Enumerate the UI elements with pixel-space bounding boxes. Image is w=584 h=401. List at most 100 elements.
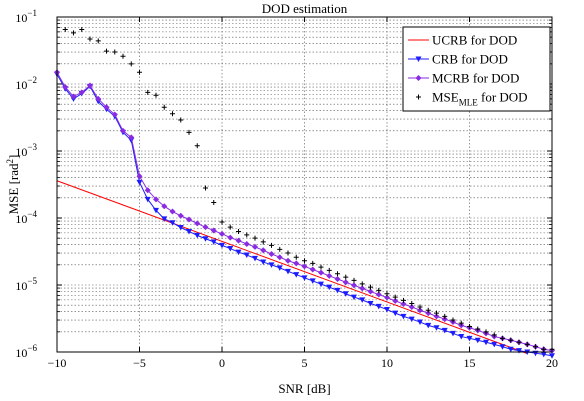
legend-marker (415, 75, 422, 81)
data-point (392, 297, 399, 304)
data-point (343, 274, 349, 280)
data-point (326, 284, 333, 291)
data-point (359, 285, 366, 292)
data-point (499, 344, 506, 350)
data-point (268, 251, 275, 258)
data-point (425, 322, 432, 329)
data-point (367, 288, 374, 295)
data-point (408, 316, 415, 323)
data-point (170, 111, 175, 117)
data-point (227, 224, 233, 230)
data-point (433, 325, 440, 331)
data-point (309, 278, 316, 284)
data-point (128, 134, 135, 141)
data-point (351, 282, 357, 289)
legend-item: UCRB for DOD (408, 33, 517, 48)
data-point (277, 246, 283, 252)
y-tick-label: 10−5 (15, 276, 37, 293)
data-point (376, 287, 382, 293)
data-point (276, 265, 283, 271)
data-point (111, 111, 118, 118)
data-point (227, 234, 234, 241)
data-point (491, 341, 498, 348)
data-point (144, 196, 151, 203)
data-point (474, 337, 481, 344)
data-point (516, 348, 522, 354)
data-point (276, 254, 283, 261)
data-point (219, 219, 225, 225)
data-point (194, 232, 201, 239)
legend: UCRB for DOD CRB for DOD MCRB for DOD MSEML… (402, 26, 551, 112)
data-point (326, 267, 332, 273)
data-point (95, 38, 101, 44)
data-point (375, 291, 382, 298)
data-point (359, 297, 366, 303)
data-point (483, 339, 489, 346)
data-point (112, 49, 118, 55)
data-point (268, 262, 275, 268)
data-point (186, 228, 192, 235)
data-point (310, 260, 316, 266)
data-point (285, 257, 291, 264)
data-point (450, 330, 456, 337)
data-point (153, 92, 159, 98)
data-point (203, 185, 208, 191)
y-axis-label: MSE [rad2] (5, 155, 21, 215)
data-point (441, 316, 448, 323)
data-point (400, 301, 407, 308)
x-tick-label: −5 (133, 356, 146, 370)
data-point (540, 351, 547, 358)
axis-ticks: −10 −5 0 5 10 15 20 10−6 10−5 10−4 10−3 10−2 10−1 (15, 8, 558, 370)
legend-label: CRB for DOD (432, 52, 508, 67)
data-point (161, 203, 168, 210)
data-point (293, 254, 299, 260)
data-point (186, 216, 192, 223)
data-point (236, 228, 241, 234)
data-point (318, 264, 324, 270)
legend-box (402, 26, 551, 112)
x-tick-label: −10 (48, 356, 67, 370)
data-point (442, 313, 448, 319)
data-point (71, 30, 76, 36)
legend-item: MSEMLE for DOD (416, 90, 528, 108)
data-point (293, 272, 300, 278)
data-point (368, 284, 373, 290)
data-point (136, 179, 143, 186)
series-line (56, 180, 528, 354)
data-point (302, 258, 307, 264)
data-point (145, 89, 151, 95)
data-point (359, 281, 365, 287)
data-point (120, 53, 126, 59)
data-point (136, 173, 143, 180)
data-point (169, 220, 176, 226)
data-point (285, 250, 291, 256)
data-point (210, 227, 217, 234)
data-point (417, 304, 423, 310)
data-point (500, 335, 505, 341)
data-point (301, 275, 308, 281)
data-point (351, 277, 357, 283)
data-point (144, 187, 151, 194)
chart-title: DOD estimation (262, 1, 348, 16)
data-point (70, 93, 77, 100)
data-point (467, 324, 472, 330)
data-point (194, 143, 200, 149)
data-point (177, 225, 184, 231)
data-point (169, 208, 176, 215)
legend-label: MSEMLE for DOD (432, 90, 528, 108)
data-point (384, 291, 390, 297)
data-point (293, 260, 300, 267)
data-point (104, 48, 109, 54)
data-point (260, 239, 266, 245)
data-point (533, 344, 538, 350)
data-point (491, 332, 497, 338)
data-point (549, 353, 555, 359)
data-point (433, 313, 440, 320)
data-point (458, 334, 465, 340)
x-tick-label: 20 (546, 356, 558, 370)
data-point (507, 346, 514, 353)
data-point (219, 242, 225, 249)
data-point (384, 307, 390, 313)
data-point (252, 235, 258, 241)
data-point (384, 294, 390, 301)
